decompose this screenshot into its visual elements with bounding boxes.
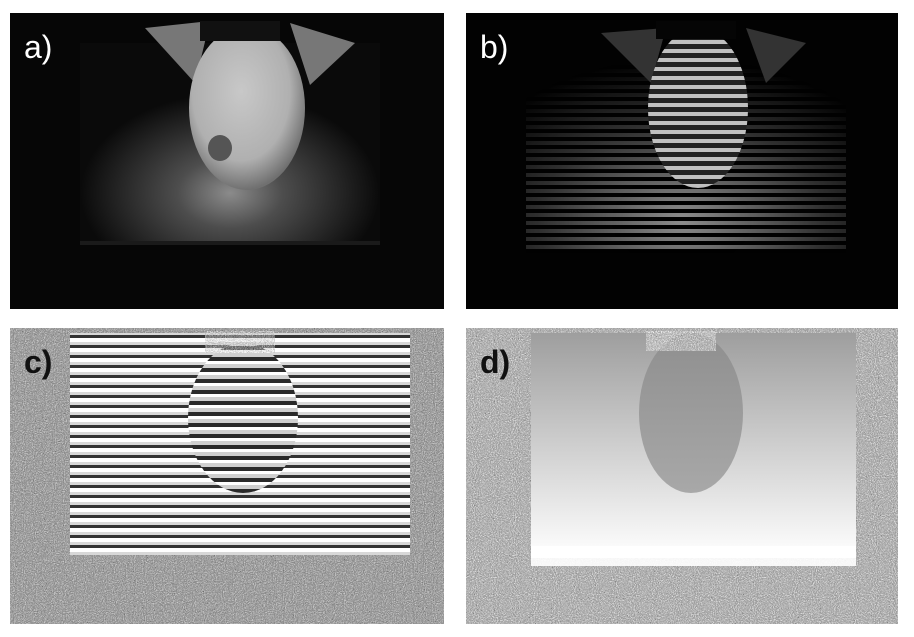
panel-b: b): [466, 13, 898, 309]
panel-label-a: a): [24, 29, 52, 65]
panel-d: d): [466, 328, 898, 624]
panel-label-d: d): [480, 344, 510, 380]
panel-label-c: c): [24, 344, 52, 380]
panel-a: a): [10, 13, 444, 309]
egg-fringe-projection-image: [466, 13, 898, 309]
panel-c: c): [10, 328, 444, 624]
egg-wrapped-phase-image: [10, 328, 444, 624]
panel-label-b: b): [480, 29, 508, 65]
egg-photo-ambient-image: [10, 13, 444, 309]
egg-depth-map-image: [466, 328, 898, 624]
